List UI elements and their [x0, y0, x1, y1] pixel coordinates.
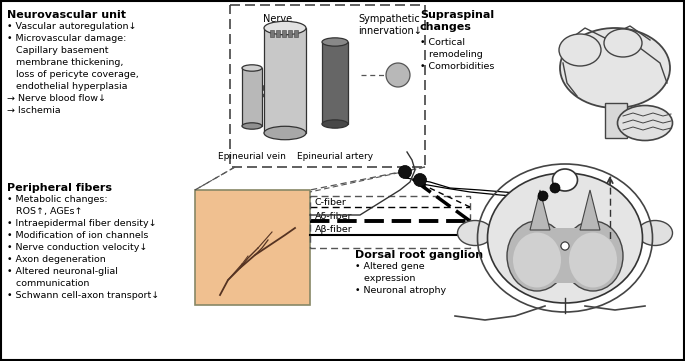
Text: Neurovascular unit: Neurovascular unit [7, 10, 126, 20]
Bar [605, 103, 627, 138]
Ellipse shape [242, 123, 262, 129]
Ellipse shape [561, 242, 569, 250]
Ellipse shape [414, 174, 427, 187]
Bar [310, 196, 470, 248]
Ellipse shape [569, 232, 617, 287]
Text: • Altered gene
   expression
• Neuronal atrophy: • Altered gene expression • Neuronal atr… [355, 262, 446, 295]
Ellipse shape [638, 221, 673, 245]
Bar [288, 30, 292, 37]
Ellipse shape [386, 63, 410, 87]
Text: Epineurial artery: Epineurial artery [297, 152, 373, 161]
Bar [230, 5, 425, 167]
Bar [322, 42, 348, 124]
Text: • Cortical
   remodeling
• Comorbidities: • Cortical remodeling • Comorbidities [420, 38, 495, 71]
Ellipse shape [488, 173, 643, 303]
Polygon shape [530, 190, 550, 230]
Ellipse shape [322, 120, 348, 128]
Bar [242, 68, 262, 126]
Ellipse shape [561, 242, 569, 250]
Ellipse shape [604, 29, 642, 57]
Text: Aβ-fiber: Aβ-fiber [315, 225, 353, 234]
Bar [276, 30, 280, 37]
Text: • Vascular autoregulation↓
• Microvascular damage:
   Capillary basement
   memb: • Vascular autoregulation↓ • Microvascul… [7, 22, 139, 114]
Ellipse shape [399, 165, 412, 178]
Ellipse shape [560, 28, 670, 108]
Text: Supraspinal
changes: Supraspinal changes [420, 10, 494, 32]
Bar [294, 30, 298, 37]
Ellipse shape [538, 191, 548, 201]
Ellipse shape [242, 65, 262, 71]
Bar [264, 28, 306, 133]
Bar [195, 190, 310, 305]
Ellipse shape [513, 232, 561, 287]
Ellipse shape [264, 21, 306, 35]
Text: Epineurial vein: Epineurial vein [218, 152, 286, 161]
Ellipse shape [264, 126, 306, 140]
Ellipse shape [322, 38, 348, 46]
Text: Peripheral fibers: Peripheral fibers [7, 183, 112, 193]
Polygon shape [580, 190, 600, 230]
Text: Sympathetic
innervation↓: Sympathetic innervation↓ [358, 14, 422, 36]
Text: Aδ-fiber: Aδ-fiber [315, 212, 353, 221]
Ellipse shape [458, 221, 493, 245]
Ellipse shape [559, 34, 601, 66]
Ellipse shape [507, 221, 567, 291]
Text: Nerve: Nerve [264, 14, 292, 24]
Ellipse shape [550, 183, 560, 193]
Text: C-fiber: C-fiber [315, 198, 347, 207]
Ellipse shape [617, 105, 673, 140]
Text: Dorsal root ganglion: Dorsal root ganglion [355, 250, 483, 260]
Bar [545, 228, 585, 283]
Ellipse shape [563, 221, 623, 291]
Bar [270, 30, 274, 37]
Text: • Metabolic changes:
   ROS↑, AGEs↑
• Intraepidermal fiber density↓
• Modificati: • Metabolic changes: ROS↑, AGEs↑ • Intra… [7, 195, 159, 300]
Bar [282, 30, 286, 37]
Ellipse shape [553, 169, 577, 191]
